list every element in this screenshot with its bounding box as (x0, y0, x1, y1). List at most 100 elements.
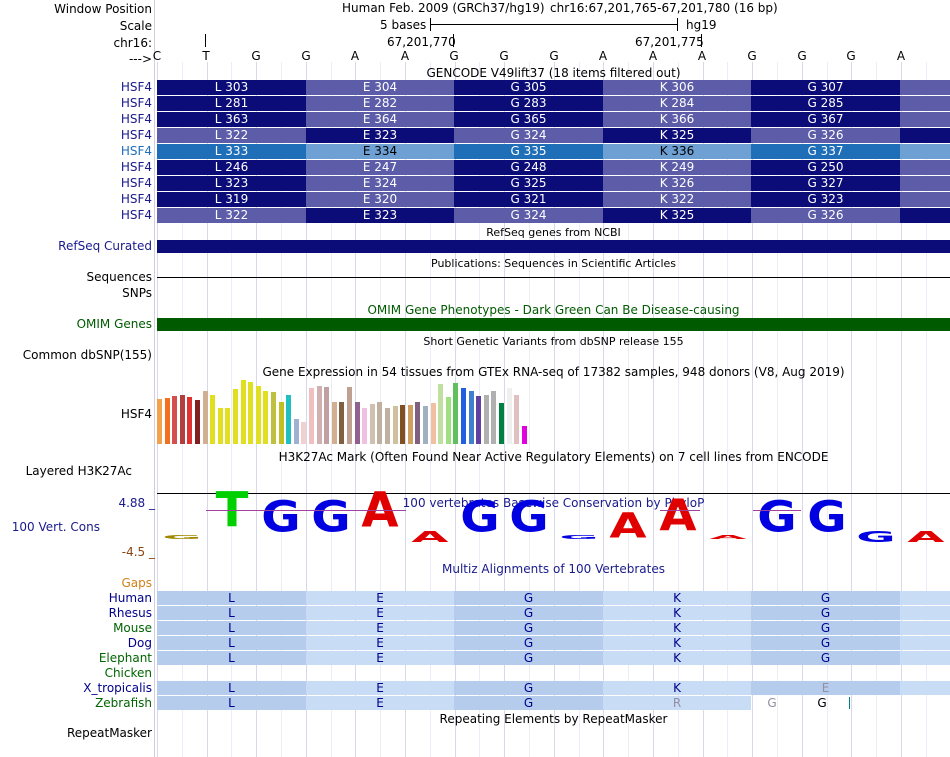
alignment-codon[interactable]: K (603, 621, 751, 635)
gtex-tissue-bar[interactable] (324, 387, 330, 444)
gencode-codon[interactable]: K 325 (603, 128, 751, 143)
gencode-codon[interactable]: G 283 (454, 96, 603, 111)
alignment-codon[interactable]: E (306, 636, 454, 650)
multiz-track-title[interactable]: Multiz Alignments of 100 Vertebrates (441, 562, 666, 576)
gencode-codon[interactable]: K 336 (603, 144, 751, 159)
gtex-tissue-bar[interactable] (263, 391, 269, 444)
alignment-codon[interactable]: K (603, 606, 751, 620)
gencode-codon[interactable]: G 326 (751, 208, 900, 223)
gencode-row-label[interactable]: HSF4 (120, 176, 152, 190)
gtex-tissue-bar[interactable] (407, 405, 413, 444)
gtex-tissue-bar[interactable] (248, 382, 254, 444)
alignment-codon[interactable]: E (306, 621, 454, 635)
gencode-codon[interactable]: G 248 (454, 160, 603, 175)
alignment-codon[interactable]: L (157, 606, 306, 620)
alignment-codon[interactable]: L (157, 591, 306, 605)
alignment-codon[interactable]: E (306, 651, 454, 665)
gtex-track-title[interactable]: Gene Expression in 54 tissues from GTEx … (262, 365, 845, 379)
gencode-row-label[interactable]: HSF4 (120, 144, 152, 158)
alignment-codon[interactable]: G (454, 636, 603, 650)
gencode-codon[interactable] (900, 192, 950, 207)
gtex-tissue-bar[interactable] (202, 391, 208, 444)
alignment-codon[interactable]: G (751, 621, 900, 635)
gtex-tissue-bar[interactable] (293, 419, 299, 444)
gtex-tissue-bar[interactable] (499, 403, 504, 444)
gtex-tissue-bar[interactable] (369, 404, 375, 444)
gencode-codon[interactable]: E 320 (306, 192, 454, 207)
alignment-codon[interactable]: K (603, 681, 751, 695)
gtex-tissue-bar[interactable] (415, 402, 421, 444)
gencode-codon[interactable]: K 326 (603, 176, 751, 191)
alignment-codon[interactable] (900, 591, 950, 605)
alignment-base[interactable]: G (767, 696, 777, 710)
gtex-tissue-bar[interactable] (377, 402, 383, 444)
alignment-codon[interactable]: G (751, 636, 900, 650)
gtex-tissue-bar[interactable] (506, 388, 512, 444)
gtex-tissue-bar[interactable] (491, 391, 497, 444)
alignment-codon[interactable]: G (454, 621, 603, 635)
alignment-codon[interactable]: G (751, 606, 900, 620)
gtex-tissue-bar[interactable] (179, 395, 185, 444)
alignment-codon[interactable]: L (157, 621, 306, 635)
gtex-tissue-bar[interactable] (347, 387, 352, 444)
gencode-codon[interactable]: G 307 (751, 80, 900, 95)
gencode-codon[interactable]: E 334 (306, 144, 454, 159)
gencode-codon[interactable] (900, 144, 950, 159)
refseq-label[interactable]: RefSeq Curated (58, 239, 152, 253)
gencode-codon[interactable]: G 335 (454, 144, 603, 159)
gtex-tissue-bar[interactable] (514, 395, 520, 444)
gtex-tissue-bar[interactable] (339, 402, 345, 444)
gtex-tissue-bar[interactable] (483, 395, 489, 444)
gtex-tissue-bar[interactable] (468, 391, 474, 444)
gencode-codon[interactable]: K 325 (603, 208, 751, 223)
gtex-tissue-bar[interactable] (240, 380, 246, 444)
gencode-codon[interactable]: L 319 (157, 192, 306, 207)
publications-snps-label[interactable]: SNPs (122, 286, 152, 300)
gtex-tissue-bar[interactable] (362, 408, 368, 444)
gencode-codon[interactable] (900, 176, 950, 191)
species-label[interactable]: Zebrafish (95, 696, 152, 710)
alignment-codon[interactable] (900, 606, 950, 620)
gtex-label[interactable]: HSF4 (120, 407, 152, 421)
alignment-codon[interactable]: G (751, 651, 900, 665)
alignment-codon[interactable]: R (603, 696, 751, 710)
gtex-tissue-bar[interactable] (301, 422, 307, 444)
gtex-tissue-bar[interactable] (423, 406, 428, 444)
gencode-codon[interactable]: E 304 (306, 80, 454, 95)
gtex-tissue-bar[interactable] (385, 408, 390, 444)
gencode-codon[interactable] (900, 208, 950, 223)
gencode-codon[interactable]: K 249 (603, 160, 751, 175)
gtex-tissue-bar[interactable] (164, 398, 170, 444)
alignment-codon[interactable]: E (306, 696, 454, 710)
refseq-track-title[interactable]: RefSeq genes from NCBI (486, 226, 621, 239)
alignment-codon[interactable]: L (157, 651, 306, 665)
alignment-codon[interactable]: K (603, 591, 751, 605)
gencode-codon[interactable]: G 250 (751, 160, 900, 175)
species-label[interactable]: Dog (127, 636, 152, 650)
gencode-codon[interactable]: E 282 (306, 96, 454, 111)
alignment-codon[interactable] (900, 681, 950, 695)
repeatmasker-label[interactable]: RepeatMasker (66, 726, 152, 740)
gencode-codon[interactable]: G 321 (454, 192, 603, 207)
gtex-tissue-bar[interactable] (217, 408, 223, 444)
gencode-codon[interactable]: L 363 (157, 112, 306, 127)
gtex-tissue-bar[interactable] (461, 388, 466, 444)
gtex-tissue-bar[interactable] (521, 426, 527, 444)
alignment-codon[interactable]: K (603, 636, 751, 650)
gtex-tissue-bar[interactable] (233, 389, 238, 444)
gencode-row-label[interactable]: HSF4 (120, 80, 152, 94)
gencode-codon[interactable]: L 303 (157, 80, 306, 95)
gtex-tissue-bar[interactable] (400, 405, 406, 444)
dbsnp-label[interactable]: Common dbSNP(155) (22, 348, 152, 362)
gtex-tissue-bar[interactable] (278, 402, 284, 444)
gtex-tissue-bar[interactable] (331, 402, 337, 444)
gencode-row-label[interactable]: HSF4 (120, 128, 152, 142)
publications-track-title[interactable]: Publications: Sequences in Scientific Ar… (431, 257, 676, 270)
alignment-codon[interactable]: E (306, 681, 454, 695)
gencode-codon[interactable] (900, 96, 950, 111)
alignment-codon[interactable]: K (603, 651, 751, 665)
gencode-codon[interactable]: G 326 (751, 128, 900, 143)
gencode-codon[interactable]: E 323 (306, 128, 454, 143)
gencode-codon[interactable]: G 367 (751, 112, 900, 127)
dbsnp-track-title[interactable]: Short Genetic Variants from dbSNP releas… (423, 335, 684, 348)
